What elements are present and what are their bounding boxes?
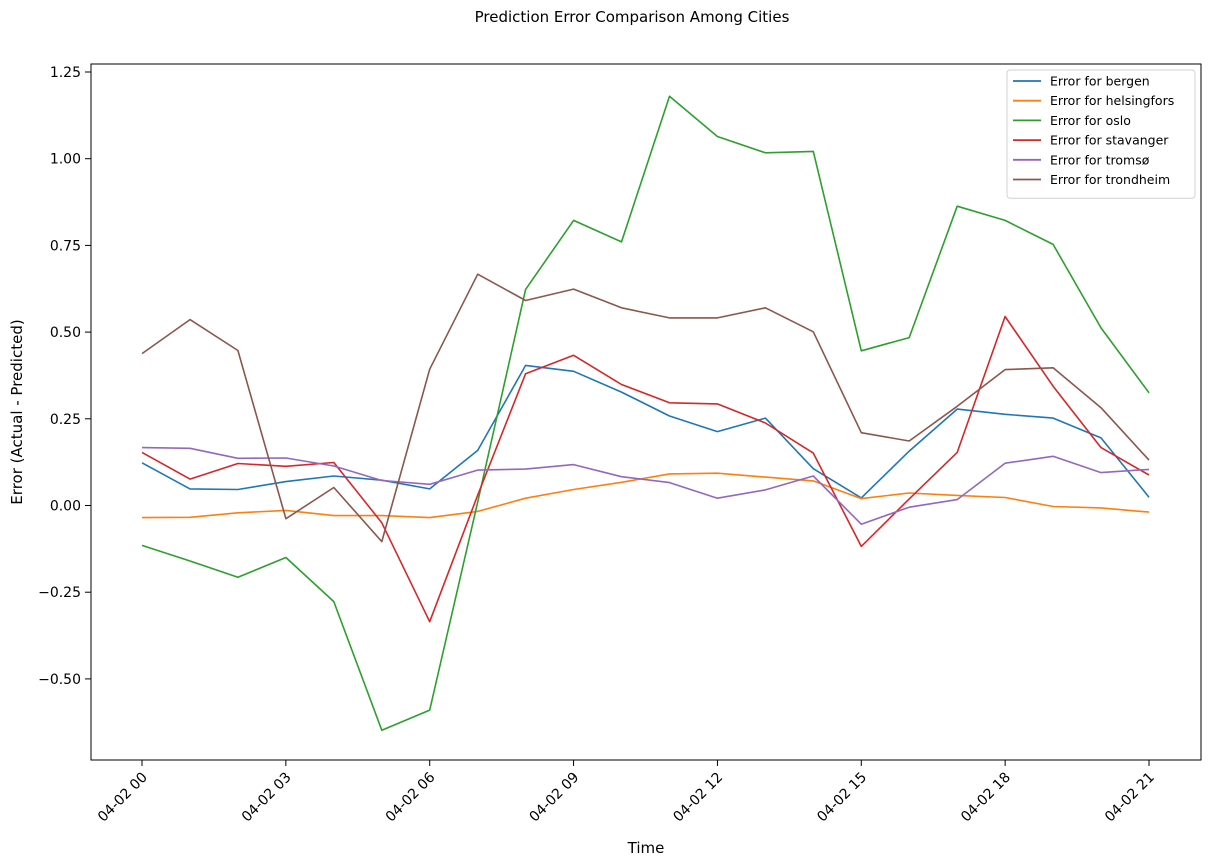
y-tick-label: 0.25 xyxy=(50,412,81,428)
legend-label-4: Error for tromsø xyxy=(1050,152,1150,167)
series-line-3 xyxy=(141,315,1150,623)
x-tick-label: 04-02 15 xyxy=(814,770,870,826)
x-tick-label: 04-02 06 xyxy=(383,769,439,825)
legend-label-2: Error for oslo xyxy=(1050,113,1131,128)
legend-label-0: Error for bergen xyxy=(1050,74,1150,89)
x-tick-label: 04-02 09 xyxy=(527,770,583,826)
legend-label-3: Error for stavanger xyxy=(1050,133,1169,148)
y-tick-label: −0.50 xyxy=(38,672,81,688)
legend-box xyxy=(1006,69,1196,199)
series-line-4 xyxy=(141,446,1150,526)
x-tick-label: 04-02 03 xyxy=(239,770,295,826)
x-axis-title: Time xyxy=(627,839,665,857)
series-line-2 xyxy=(141,95,1150,732)
series-line-0 xyxy=(141,364,1150,499)
x-tick-label: 04-02 12 xyxy=(670,770,726,826)
x-tick-label: 04-02 00 xyxy=(95,770,151,826)
y-axis-title: Error (Actual - Predicted) xyxy=(8,319,26,504)
x-axis: 04-02 00 04-02 03 04-02 06 04-02 09 04-02 12… xyxy=(95,760,1158,825)
legend: Error for bergen Error for helsingfors Err… xyxy=(1006,69,1196,199)
y-tick-label: 0.00 xyxy=(50,499,81,515)
series-line-5 xyxy=(141,273,1150,543)
chart-title: Prediction Error Comparison Among Cities xyxy=(475,8,790,26)
y-tick-label: −0.25 xyxy=(38,585,81,601)
legend-label-1: Error for helsingfors xyxy=(1050,93,1174,108)
legend-label-5: Error for trondheim xyxy=(1050,172,1170,187)
y-tick-label: 1.00 xyxy=(50,152,81,168)
x-tick-label: 04-02 18 xyxy=(958,770,1014,826)
x-tick-label: 04-02 21 xyxy=(1102,770,1158,826)
y-tick-label: 0.50 xyxy=(50,325,81,341)
series-line-1 xyxy=(141,472,1150,519)
y-tick-label: 1.25 xyxy=(50,65,81,81)
plot-lines xyxy=(141,95,1150,732)
plot-frame xyxy=(90,63,1202,761)
y-tick-label: 0.75 xyxy=(50,238,81,254)
y-axis: −0.50 −0.25 0.00 0.25 0.50 0.75 1.00 1.25 xyxy=(38,65,91,688)
